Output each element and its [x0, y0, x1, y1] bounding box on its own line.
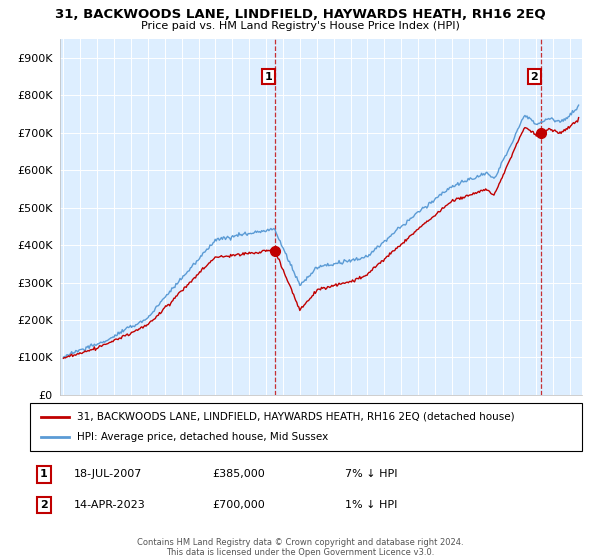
Text: 31, BACKWOODS LANE, LINDFIELD, HAYWARDS HEATH, RH16 2EQ (detached house): 31, BACKWOODS LANE, LINDFIELD, HAYWARDS … [77, 412, 515, 422]
Text: HPI: Average price, detached house, Mid Sussex: HPI: Average price, detached house, Mid … [77, 432, 328, 442]
FancyBboxPatch shape [30, 403, 582, 451]
Text: Contains HM Land Registry data © Crown copyright and database right 2024.
This d: Contains HM Land Registry data © Crown c… [137, 538, 463, 557]
Text: £700,000: £700,000 [212, 500, 265, 510]
Text: 1: 1 [265, 72, 272, 82]
Text: Price paid vs. HM Land Registry's House Price Index (HPI): Price paid vs. HM Land Registry's House … [140, 21, 460, 31]
Text: 1% ↓ HPI: 1% ↓ HPI [344, 500, 397, 510]
Text: 2: 2 [40, 500, 47, 510]
Text: 7% ↓ HPI: 7% ↓ HPI [344, 469, 397, 479]
Text: 1: 1 [40, 469, 47, 479]
Text: 14-APR-2023: 14-APR-2023 [74, 500, 146, 510]
Text: £385,000: £385,000 [212, 469, 265, 479]
Text: 31, BACKWOODS LANE, LINDFIELD, HAYWARDS HEATH, RH16 2EQ: 31, BACKWOODS LANE, LINDFIELD, HAYWARDS … [55, 8, 545, 21]
Text: 2: 2 [530, 72, 538, 82]
Text: 18-JUL-2007: 18-JUL-2007 [74, 469, 143, 479]
